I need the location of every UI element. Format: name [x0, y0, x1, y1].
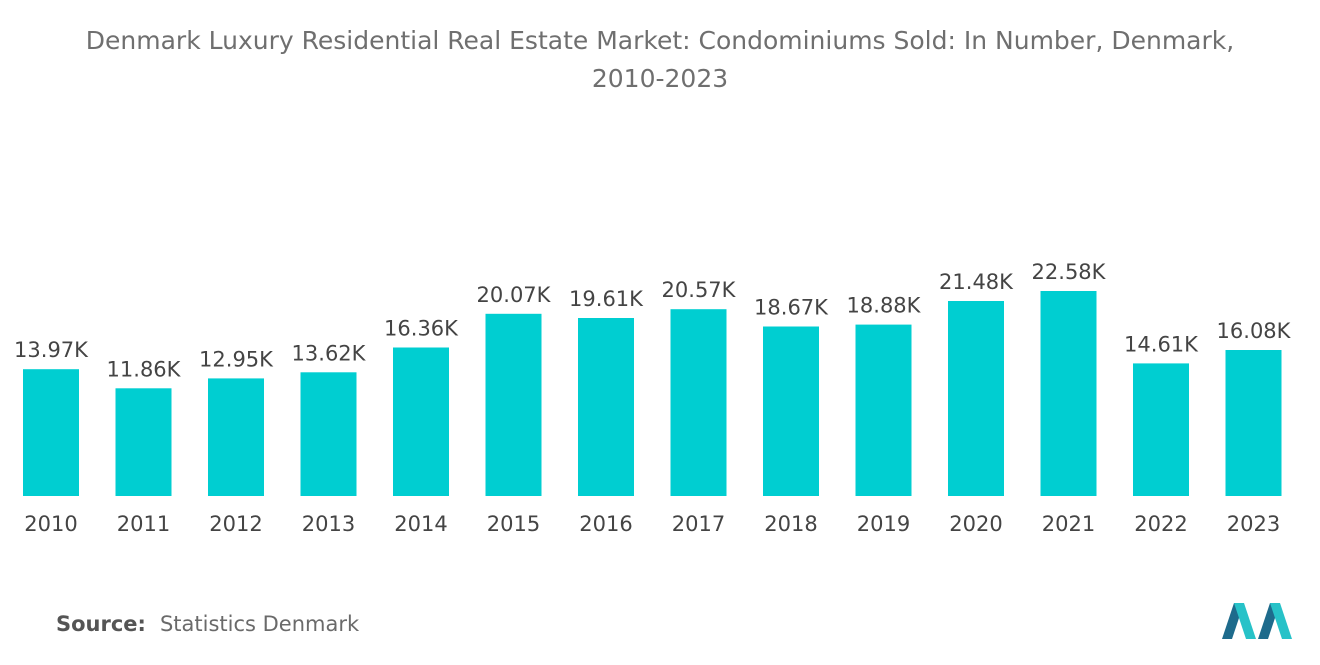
source-value: Statistics Denmark: [159, 612, 360, 636]
bar-2012: [208, 378, 264, 496]
bar-2023: [1225, 350, 1282, 496]
source-note: Source: Statistics Denmark: [56, 612, 359, 636]
chart-title-line-2: 2010-2023: [591, 64, 729, 93]
value-label-2011: 11.86K: [107, 357, 182, 381]
x-tick-label-2013: 2013: [302, 512, 355, 536]
bar-2013: [300, 372, 357, 496]
bar-2022: [1133, 363, 1189, 496]
x-tick-label-2021: 2021: [1042, 512, 1095, 536]
bar-2018: [763, 326, 819, 496]
bar-2017: [670, 309, 727, 496]
bar-2021: [1040, 291, 1097, 496]
bars-layer: [23, 291, 1282, 496]
value-label-2012: 12.95K: [199, 347, 274, 371]
x-tick-label-2018: 2018: [764, 512, 817, 536]
chart-title: Denmark Luxury Residential Real Estate M…: [0, 22, 1320, 98]
bar-2016: [578, 318, 634, 496]
value-label-2015: 20.07K: [477, 283, 552, 307]
value-label-2010: 13.97K: [14, 338, 89, 362]
x-tick-label-2019: 2019: [857, 512, 910, 536]
value-labels-layer: 13.97K 11.86K 12.95K 13.62K 16.36K 20.07K 19.6…: [14, 260, 1292, 381]
x-tick-label-2023: 2023: [1227, 512, 1280, 536]
bar-2015: [485, 313, 542, 496]
chart-title-line-1: Denmark Luxury Residential Real Estate M…: [85, 26, 1235, 55]
bar-2011: [115, 388, 172, 496]
x-tick-label-2016: 2016: [579, 512, 632, 536]
x-tick-label-2011: 2011: [117, 512, 170, 536]
value-label-2013: 13.62K: [292, 341, 367, 365]
value-label-2014: 16.36K: [384, 317, 459, 341]
bar-2010: [23, 369, 79, 496]
source-label: Source:: [56, 612, 146, 636]
value-label-2023: 16.08K: [1217, 319, 1292, 343]
value-label-2019: 18.88K: [847, 294, 922, 318]
bar-2014: [393, 347, 449, 496]
x-tick-label-2012: 2012: [209, 512, 262, 536]
value-label-2022: 14.61K: [1124, 332, 1199, 356]
brand-logo-icon: [1222, 603, 1292, 639]
value-label-2021: 22.58K: [1032, 260, 1107, 284]
value-label-2016: 19.61K: [569, 287, 644, 311]
x-tick-label-2020: 2020: [949, 512, 1002, 536]
x-tick-label-2022: 2022: [1134, 512, 1187, 536]
value-label-2020: 21.48K: [939, 270, 1014, 294]
x-tick-label-2014: 2014: [394, 512, 447, 536]
bar-2019: [855, 324, 912, 496]
x-tick-label-2017: 2017: [672, 512, 725, 536]
x-tick-label-2010: 2010: [24, 512, 77, 536]
value-label-2017: 20.57K: [662, 278, 737, 302]
bar-2020: [948, 301, 1004, 496]
x-tick-label-2015: 2015: [487, 512, 540, 536]
x-axis-ticks-layer: 2010 2011 2012 2013 2014 2015 2016 2017 2018 2019…: [24, 512, 1280, 536]
value-label-2018: 18.67K: [754, 296, 829, 320]
